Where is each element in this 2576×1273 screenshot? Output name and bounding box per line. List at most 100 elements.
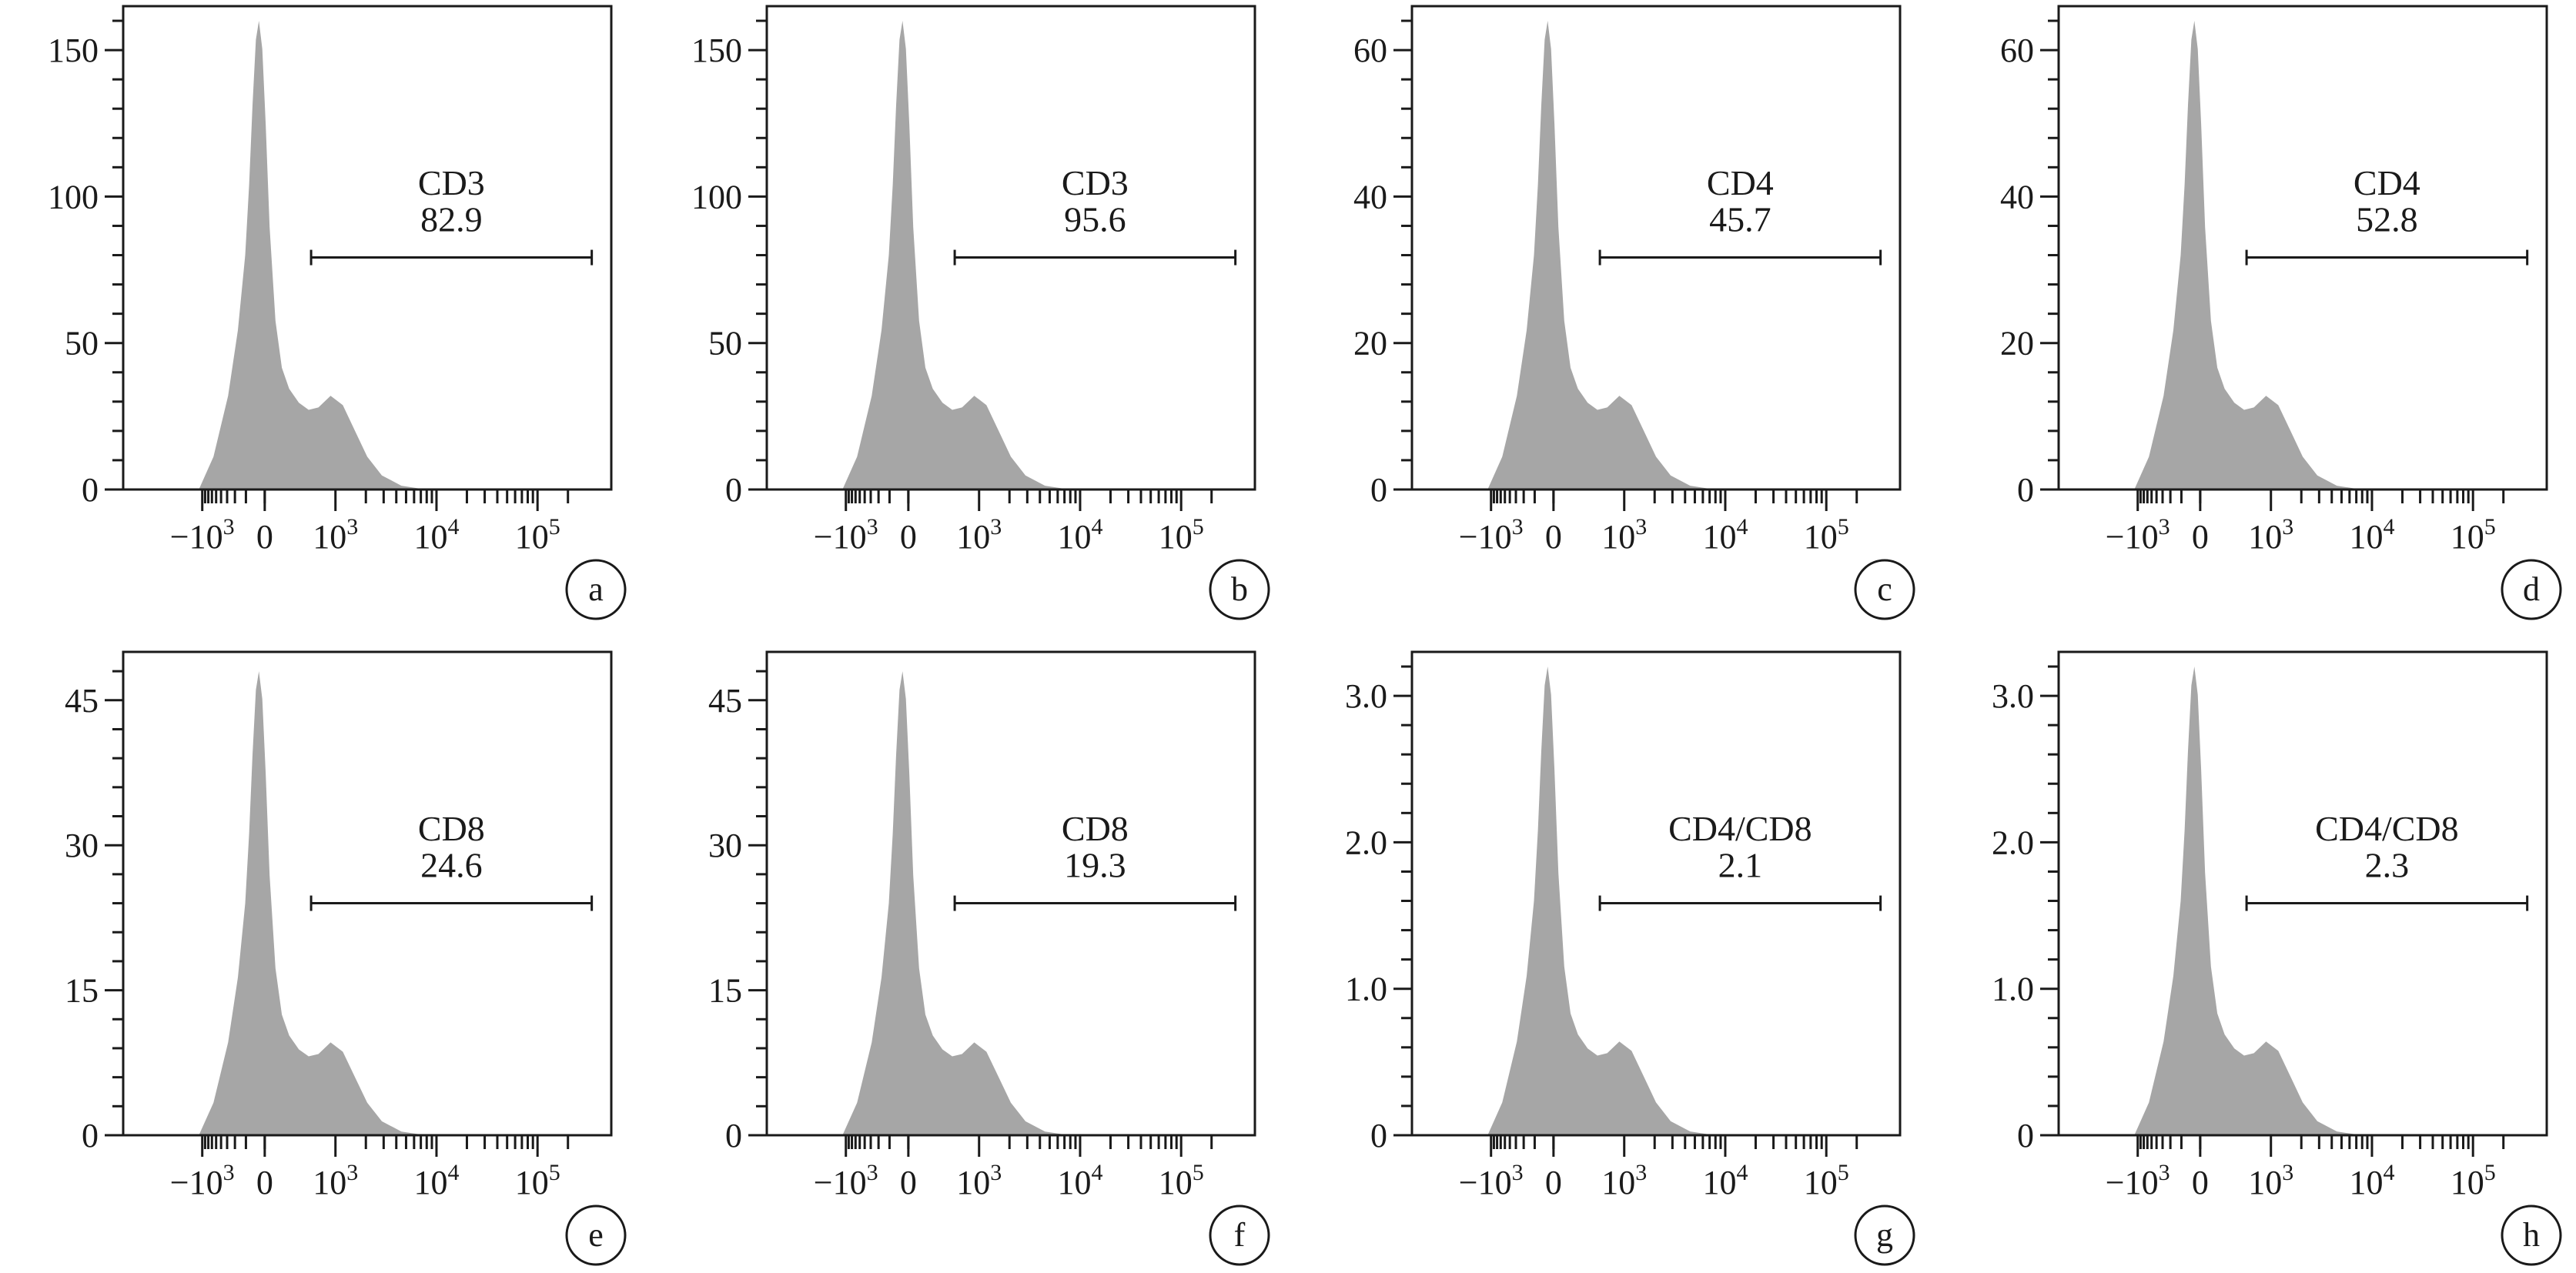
x-tick-label: 104 [1702, 1160, 1748, 1201]
x-tick-label: 103 [956, 514, 1002, 556]
x-tick-label: 105 [1159, 514, 1204, 556]
plot-frame [765, 650, 1256, 1137]
x-tick-label: 103 [313, 1160, 358, 1201]
y-tick-label: 0 [725, 1117, 742, 1154]
y-tick-label: 50 [708, 325, 742, 363]
x-tick-label: 105 [1804, 1160, 1849, 1201]
panel-letter-circle [1209, 1205, 1270, 1266]
histogram-area [2134, 21, 2362, 489]
gate-percent-label: 45.7 [1709, 199, 1771, 239]
y-tick-label: 3.0 [1992, 677, 2034, 715]
plot-frame [1410, 5, 1902, 491]
y-tick-label: 0 [2017, 471, 2034, 509]
x-tick-label: 105 [2451, 514, 2496, 556]
panel-letter-circle [1854, 559, 1915, 620]
y-tick-label: 45 [65, 682, 99, 720]
x-tick-label: 0 [900, 1164, 917, 1201]
x-tick-label: 0 [2192, 518, 2209, 556]
gate-marker-label: CD4/CD8 [2315, 809, 2459, 848]
histogram-area [2134, 667, 2362, 1135]
x-tick-label: 105 [1159, 1160, 1204, 1201]
y-tick-label: 20 [2000, 325, 2034, 363]
plot-frame [2057, 650, 2548, 1137]
x-tick-label: 0 [256, 518, 273, 556]
panel-letter: g [1876, 1216, 1893, 1254]
y-tick-label: 0 [1370, 1117, 1387, 1154]
gate-marker-label: CD4 [2354, 163, 2420, 202]
x-tick-label: 104 [2349, 1160, 2394, 1201]
y-tick-label: 30 [708, 827, 742, 864]
y-tick-label: 60 [2000, 32, 2034, 69]
plot-frame [122, 650, 613, 1137]
x-tick-label: 0 [1545, 518, 1562, 556]
gate-marker-label: CD4/CD8 [1668, 809, 1812, 848]
y-tick-label: 40 [1353, 178, 1387, 216]
y-tick-label: 15 [708, 972, 742, 1010]
panel-letter: e [588, 1216, 604, 1254]
panel-letter: d [2523, 570, 2540, 608]
x-tick-label: −103 [2106, 514, 2170, 556]
x-tick-label: 104 [1057, 514, 1102, 556]
x-tick-label: 105 [515, 514, 560, 556]
x-tick-label: 0 [900, 518, 917, 556]
x-tick-label: 104 [413, 514, 459, 556]
x-tick-label: −103 [1459, 514, 1524, 556]
y-tick-label: 100 [691, 178, 742, 216]
x-tick-label: 0 [256, 1164, 273, 1201]
x-tick-label: 104 [413, 1160, 459, 1201]
gate-percent-label: 82.9 [420, 199, 483, 239]
panel-letter-circle [1209, 559, 1270, 620]
y-tick-label: 45 [708, 682, 742, 720]
x-tick-label: 103 [956, 1160, 1002, 1201]
y-tick-label: 2.0 [1345, 824, 1387, 861]
y-tick-label: 2.0 [1992, 824, 2034, 861]
histogram-area [199, 21, 427, 489]
y-tick-label: 15 [65, 972, 99, 1010]
panel-letter-circle [2501, 1205, 2562, 1266]
x-tick-label: 104 [1702, 514, 1748, 556]
x-tick-label: −103 [2106, 1160, 2170, 1201]
y-tick-label: 150 [691, 32, 742, 69]
histogram-area [199, 671, 427, 1135]
y-tick-label: 0 [725, 471, 742, 509]
panel-letter: f [1234, 1216, 1246, 1254]
gate-marker-label: CD4 [1707, 163, 1774, 202]
panel-letter-circle [565, 1205, 627, 1266]
panel-letter: b [1231, 570, 1248, 608]
y-tick-label: 0 [82, 471, 99, 509]
y-tick-label: 150 [48, 32, 99, 69]
y-tick-label: 1.0 [1345, 971, 1387, 1008]
gate-percent-label: 24.6 [420, 845, 483, 884]
x-tick-label: 0 [2192, 1164, 2209, 1201]
panel-letter-circle [565, 559, 627, 620]
gate-marker-label: CD3 [418, 163, 485, 202]
panel-letter: a [588, 570, 604, 608]
plot-frame [765, 5, 1256, 491]
panel-letter-circle [1854, 1205, 1915, 1266]
x-tick-label: 103 [1601, 514, 1647, 556]
plot-frame [122, 5, 613, 491]
x-tick-label: 104 [2349, 514, 2394, 556]
panel-letter-circle [2501, 559, 2562, 620]
y-tick-label: 0 [82, 1117, 99, 1154]
x-tick-label: −103 [170, 514, 235, 556]
x-tick-label: 104 [1057, 1160, 1102, 1201]
x-tick-label: 105 [1804, 514, 1849, 556]
panel-letter: h [2523, 1216, 2540, 1254]
plot-frame [1410, 650, 1902, 1137]
x-tick-label: 103 [2248, 514, 2293, 556]
gate-marker-label: CD8 [1062, 809, 1129, 848]
x-tick-label: −103 [170, 1160, 235, 1201]
panel-letter: c [1877, 570, 1892, 608]
y-tick-label: 60 [1353, 32, 1387, 69]
gate-percent-label: 95.6 [1064, 199, 1126, 239]
histogram-area [1487, 21, 1715, 489]
